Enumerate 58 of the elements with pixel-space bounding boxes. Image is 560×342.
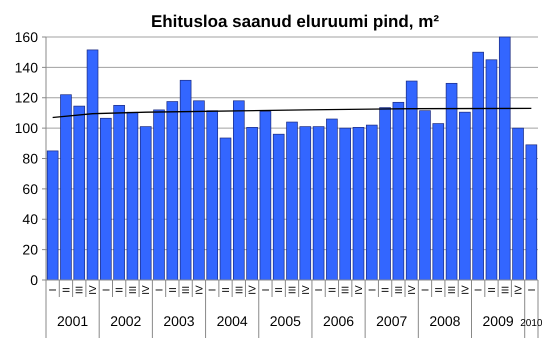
text: 2006 — [322, 313, 354, 329]
x-tick-label: III — [394, 286, 405, 294]
x-tick-label: II — [327, 287, 338, 293]
text: 2002 — [110, 313, 142, 329]
text: 2008 — [429, 313, 461, 329]
x-tick-label: III — [500, 286, 512, 294]
x-tick-label: I — [314, 288, 326, 292]
text: 2005 — [270, 313, 302, 329]
y-tick-label: 0 — [30, 272, 38, 288]
x-tick-label: II — [434, 287, 445, 293]
text: 2001 — [57, 313, 88, 329]
x-tick-label: I — [367, 288, 378, 292]
x-tick-label: IV — [141, 284, 152, 295]
x-tick-label: III — [288, 286, 298, 294]
chart-title: Ehitusloa saanud eluruumi pind, m² — [150, 12, 440, 31]
y-tick-label: 80 — [22, 150, 38, 166]
x-tick-label: I — [474, 288, 485, 292]
x-tick-label: I — [526, 288, 538, 292]
x-tick-label: II — [380, 287, 392, 293]
x-tick-label: I — [154, 288, 166, 292]
text: 2009 — [482, 313, 514, 329]
x-tick-label: I — [48, 288, 60, 292]
text: 2007 — [376, 313, 408, 329]
x-tick-label: IV — [514, 284, 525, 295]
text: 2003 — [163, 313, 195, 329]
text: 2010 — [520, 318, 543, 329]
x-tick-label: I — [420, 288, 432, 292]
y-tick-label: 160 — [14, 28, 38, 45]
x-tick-label: IV — [407, 284, 418, 295]
x-tick-label: IV — [354, 284, 365, 295]
x-tick-label: IV — [88, 284, 100, 295]
x-tick-label: II — [221, 287, 232, 293]
x-tick-label: III — [447, 286, 458, 294]
x-tick-label: IV — [460, 284, 472, 295]
x-tick-label: II — [168, 287, 179, 293]
x-tick-label: III — [234, 286, 246, 294]
x-tick-label: III — [340, 286, 352, 294]
x-tick-label: IV — [194, 284, 206, 295]
x-tick-label: IV — [300, 284, 312, 295]
x-tick-label: II — [486, 287, 498, 293]
x-tick-label: I — [208, 288, 219, 292]
x-tick-label: I — [260, 288, 272, 292]
x-tick-label: I — [101, 288, 112, 292]
y-tick-label: 40 — [22, 211, 38, 228]
y-tick-label: 60 — [22, 180, 38, 197]
x-tick-label: III — [181, 286, 192, 294]
y-tick-label: 140 — [14, 59, 38, 76]
x-tick-label: III — [74, 286, 86, 294]
y-tick-label: 20 — [22, 242, 38, 258]
x-tick-label: IV — [248, 284, 259, 295]
x-tick-label: III — [128, 286, 139, 294]
x-tick-label: II — [274, 287, 286, 293]
x-tick-label: II — [61, 287, 72, 293]
x-tick-label: II — [114, 287, 126, 293]
y-tick-label: 100 — [14, 120, 38, 136]
text: 2004 — [216, 313, 248, 329]
y-tick-label: 120 — [14, 90, 38, 106]
line-series — [52, 108, 532, 118]
